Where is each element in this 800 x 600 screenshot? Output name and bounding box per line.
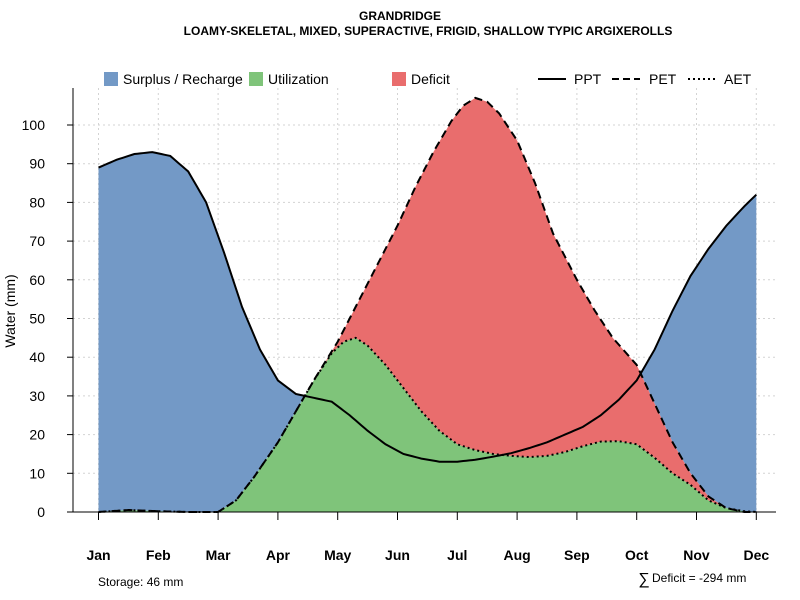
x-tick-label: Feb bbox=[146, 547, 171, 563]
x-tick-label: Jan bbox=[86, 547, 110, 563]
x-tick-label: Sep bbox=[564, 547, 590, 563]
deficit-annotation: Deficit = -294 mm bbox=[652, 571, 746, 585]
y-tick-label: 20 bbox=[29, 427, 45, 443]
legend-swatch bbox=[392, 72, 406, 86]
legend-label: Deficit bbox=[411, 71, 450, 87]
legend-label: PET bbox=[649, 71, 677, 87]
x-tick-label: Apr bbox=[266, 547, 291, 563]
surplus-recharge-area bbox=[98, 97, 757, 512]
legend-label: PPT bbox=[574, 71, 602, 87]
x-tick-label: May bbox=[324, 547, 351, 563]
x-tick-label: Mar bbox=[206, 547, 231, 563]
y-tick-label: 90 bbox=[29, 156, 45, 172]
area-fills bbox=[98, 97, 757, 512]
legend-label: AET bbox=[724, 71, 752, 87]
axes: 0 10 20 30 40 50 60 70 80 90 100 Jan Feb Mar Apr May Jun… bbox=[22, 88, 776, 563]
x-tick-label: Aug bbox=[503, 547, 530, 563]
y-tick-label: 30 bbox=[29, 388, 45, 404]
y-tick-label: 100 bbox=[22, 117, 46, 133]
y-tick-label: 50 bbox=[29, 311, 45, 327]
x-tick-label: Jun bbox=[385, 547, 410, 563]
x-tick-label: Dec bbox=[743, 547, 769, 563]
legend: Surplus / Recharge Utilization Deficit PPT P… bbox=[104, 71, 752, 87]
y-axis-label: Water (mm) bbox=[2, 274, 18, 347]
legend-swatch bbox=[104, 72, 118, 86]
y-tick-label: 10 bbox=[29, 465, 45, 481]
y-tick-label: 40 bbox=[29, 349, 45, 365]
y-tick-label: 60 bbox=[29, 272, 45, 288]
storage-annotation: Storage: 46 mm bbox=[98, 575, 183, 589]
y-tick-label: 70 bbox=[29, 233, 45, 249]
legend-swatch bbox=[249, 72, 263, 86]
sum-symbol: ∑ bbox=[638, 571, 649, 588]
ppt-line bbox=[98, 151, 757, 463]
chart-title: GRANDRIDGE bbox=[359, 9, 441, 23]
y-tick-label: 0 bbox=[37, 504, 45, 520]
legend-label: Surplus / Recharge bbox=[123, 71, 243, 87]
x-tick-label: Oct bbox=[625, 547, 649, 563]
utilization-area bbox=[98, 337, 757, 512]
deficit-area bbox=[98, 97, 757, 512]
chart-subtitle: LOAMY-SKELETAL, MIXED, SUPERACTIVE, FRIG… bbox=[184, 24, 673, 38]
x-tick-label: Nov bbox=[683, 547, 710, 563]
y-tick-label: 80 bbox=[29, 194, 45, 210]
chart-text: GRANDRIDGE LOAMY-SKELETAL, MIXED, SUPERA… bbox=[2, 9, 746, 589]
legend-label: Utilization bbox=[268, 71, 329, 87]
x-tick-label: Jul bbox=[447, 547, 467, 563]
